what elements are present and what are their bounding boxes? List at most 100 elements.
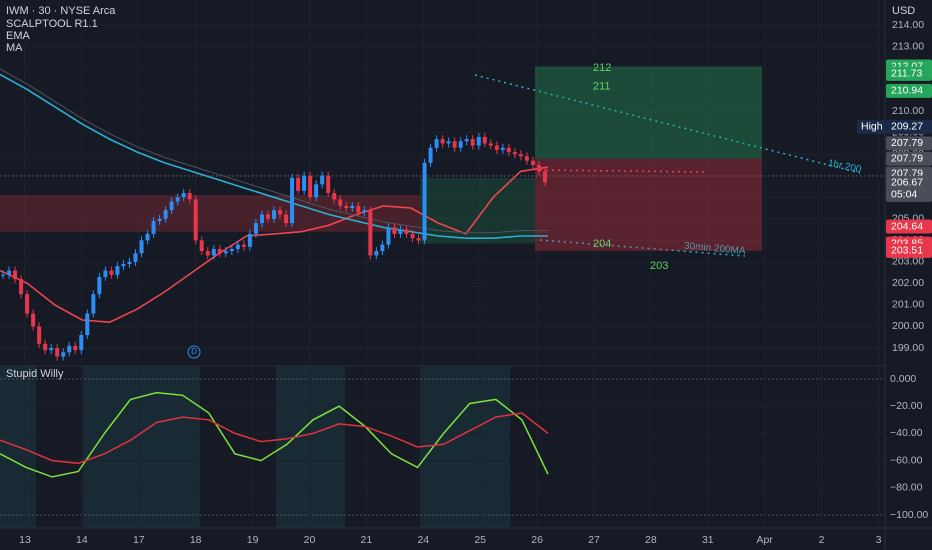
candle (398, 229, 403, 234)
price-tag (886, 66, 932, 81)
candle (464, 139, 469, 142)
price-tag-label: 204.64 (891, 220, 923, 232)
candle (434, 139, 439, 148)
candle (229, 248, 234, 252)
candle (109, 270, 114, 275)
price-tag (886, 136, 932, 151)
candle (518, 154, 523, 157)
candle (458, 141, 463, 148)
price-tag-label: 206.67 (891, 177, 923, 189)
trendline (539, 169, 709, 173)
candle (308, 175, 313, 198)
y-tick-label: −40.00 (890, 427, 923, 439)
candle (278, 210, 283, 215)
candle (181, 192, 186, 198)
candle (31, 313, 36, 327)
x-tick-label: 17 (133, 534, 145, 546)
y-tick-label: 214.00 (892, 19, 924, 31)
currency[interactable]: USD (892, 5, 915, 17)
x-tick-label: 14 (76, 534, 88, 546)
candle (79, 335, 84, 351)
price-tag (886, 151, 932, 166)
candle (476, 136, 481, 146)
candle (133, 253, 138, 262)
candle (440, 139, 445, 144)
price-tag-label: 210.94 (891, 85, 923, 97)
candle (368, 210, 373, 256)
price-tag (857, 119, 886, 134)
candle (446, 141, 451, 144)
candle (488, 143, 493, 146)
x-tick-label: Apr (757, 534, 774, 546)
candle (205, 251, 210, 256)
x-tick-label: 18 (190, 534, 202, 546)
candle (500, 147, 505, 150)
zone (535, 66, 762, 159)
candle (284, 214, 289, 224)
candle (97, 276, 102, 295)
zone (0, 195, 420, 232)
candle (55, 348, 60, 357)
y-tick-label: −60.00 (890, 454, 923, 466)
candle (416, 238, 421, 241)
candle (103, 270, 108, 277)
candle (470, 139, 475, 146)
price-tag (886, 219, 932, 234)
candle (362, 210, 367, 213)
symbol-title: IWM · 30 · NYSE Arca (6, 5, 116, 17)
candle (145, 233, 150, 241)
candle (482, 136, 487, 144)
dividend-marker[interactable] (187, 345, 201, 359)
candle (169, 201, 174, 211)
price-tag (886, 243, 932, 258)
candle (452, 141, 457, 148)
candle (344, 205, 349, 209)
y-tick-label: 202.00 (892, 277, 924, 289)
candle (19, 279, 24, 295)
y-tick-label: 201.00 (892, 299, 924, 311)
high-label: High (861, 121, 883, 133)
candle (163, 210, 168, 219)
candle (350, 205, 355, 209)
candle (494, 145, 499, 150)
y-tick-label: 210.00 (892, 105, 924, 117)
price-tag (886, 83, 932, 98)
oscillator-title: Stupid Willy (6, 368, 64, 380)
candle (157, 218, 162, 221)
zone-label: 212 (593, 62, 611, 74)
x-tick-label: 28 (645, 534, 657, 546)
candle (13, 270, 18, 280)
candle (7, 270, 12, 275)
candle (73, 345, 78, 351)
candle (199, 240, 204, 252)
x-tick-label: 2 (819, 534, 825, 546)
x-tick-label: 3 (876, 534, 882, 546)
x-tick-label: 21 (361, 534, 373, 546)
price-tag-label: 207.79 (891, 137, 923, 149)
ma-band (0, 68, 548, 234)
trendline (539, 239, 746, 257)
x-tick-label: 19 (247, 534, 259, 546)
indicator: EMA (6, 30, 31, 42)
candle (193, 199, 198, 241)
price-tag-label: 207.79 (891, 153, 923, 165)
candle (536, 164, 541, 172)
y-tick-label: 203.00 (892, 256, 924, 268)
candle (506, 147, 511, 153)
candle (25, 294, 30, 314)
price-tag (886, 119, 932, 134)
candle (356, 205, 361, 213)
candle (49, 348, 54, 351)
candle (404, 229, 409, 234)
candle (290, 177, 295, 224)
y-tick-label: 200.00 (892, 320, 924, 332)
candle (326, 175, 331, 193)
candle (265, 214, 270, 219)
highlight-band (420, 366, 510, 528)
x-tick-label: 26 (531, 534, 543, 546)
zone (535, 158, 762, 251)
candle (374, 251, 379, 256)
candle (67, 345, 72, 353)
y-tick-label: −80.00 (890, 482, 923, 494)
